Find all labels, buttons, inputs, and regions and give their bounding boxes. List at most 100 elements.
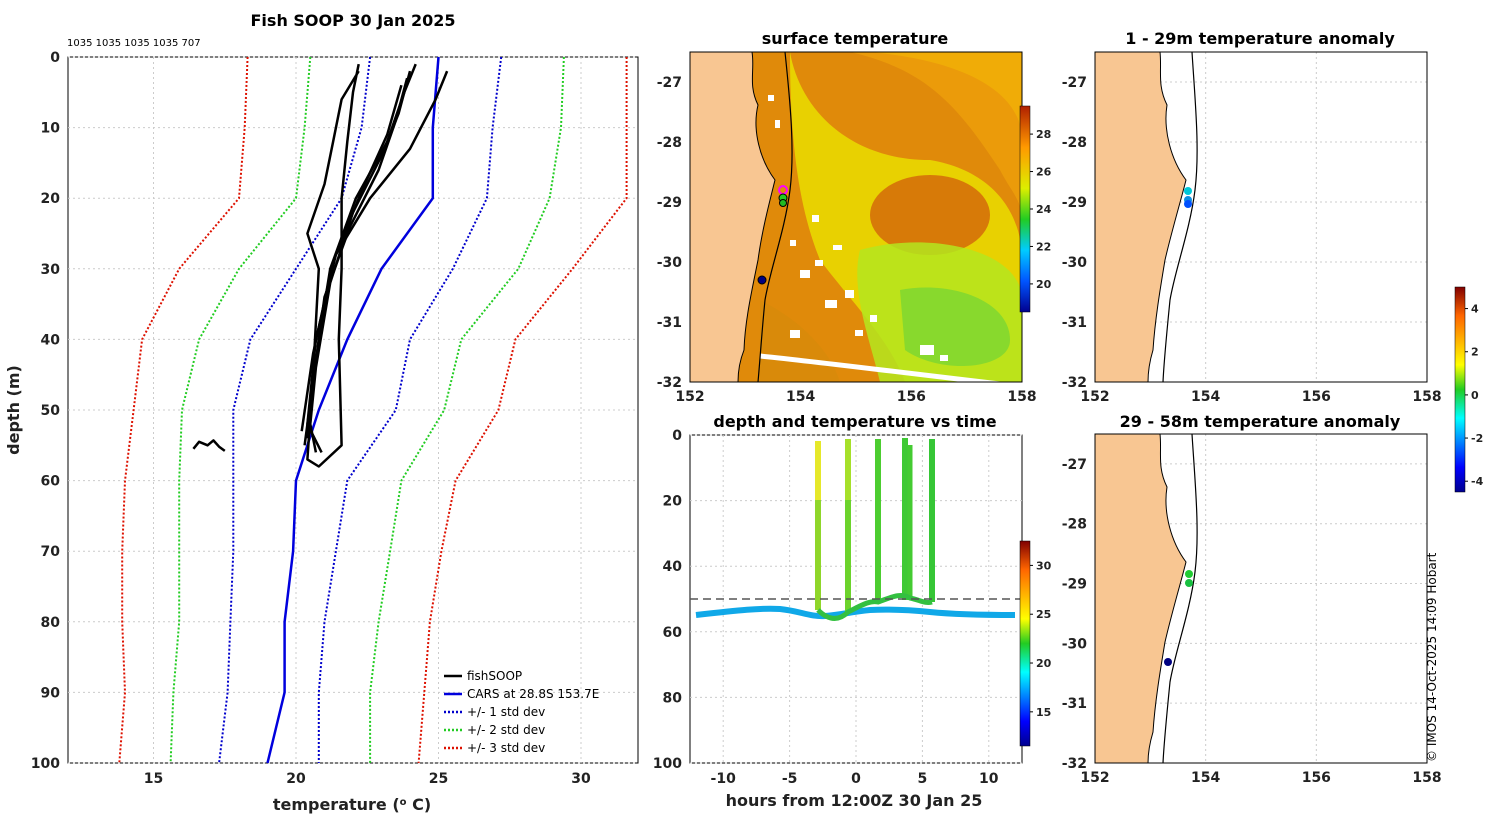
sst-cloud-band (759, 353, 1001, 382)
map-xtick-label: 158 (1007, 389, 1036, 405)
colorbar-tick-label: 28 (1036, 128, 1051, 141)
profile-xtick-label: 30 (571, 771, 591, 787)
time-xtick-label: 0 (851, 771, 861, 787)
colorbar-tick-label: 15 (1036, 706, 1051, 719)
anomaly-shallow-isobath (1162, 52, 1198, 382)
colorbar-tick-label: 0 (1471, 389, 1479, 402)
profile-panel: Fish SOOP 30 Jan 2025 1035 1035 1035 103… (4, 11, 639, 814)
cars-line (266, 56, 440, 764)
anomaly-shallow-ticks: 152 154 156 158 -27 -28 -29 -30 -31 -32 (1062, 75, 1442, 405)
profile-ytick-label: 80 (41, 615, 61, 631)
sst-station-marker (757, 275, 767, 285)
profile-yticks: 0 10 20 30 40 50 60 70 80 90 100 (31, 50, 60, 772)
fishsoop-profile-line (300, 84, 403, 432)
time-data (690, 438, 1022, 621)
legend-label-std2: +/- 2 std dev (467, 723, 545, 737)
profile-legend: fishSOOP CARS at 28.8S 153.7E +/- 1 std … (444, 669, 599, 755)
map-xtick-label: 154 (1191, 770, 1220, 786)
time-title: depth and temperature vs time (713, 412, 996, 431)
colorbar-tick-label: 30 (1036, 559, 1052, 572)
anomaly-deep-station (1164, 658, 1172, 666)
sst-station-marker (779, 199, 787, 207)
anomaly-colorbar-ticks: 4 2 0 -2 -4 (1465, 303, 1484, 488)
profile-ytick-label: 90 (41, 685, 61, 701)
time-ytick-label: 40 (663, 559, 683, 575)
map-xtick-label: 156 (1302, 770, 1331, 786)
std3-plus-line (417, 57, 628, 764)
anomaly-deep-panel: 29 - 58m temperature anomaly 152 154 156 15… (1062, 286, 1484, 786)
map-xtick-label: 156 (1302, 389, 1331, 405)
map-xtick-label: 152 (1080, 770, 1109, 786)
time-colorbar (1019, 540, 1031, 747)
map-ytick-label: -27 (657, 75, 682, 91)
map-ytick-label: -27 (1062, 457, 1087, 473)
profile-ytick-label: 0 (50, 50, 60, 66)
profile-grid (68, 56, 638, 764)
fishsoop-profiles (192, 63, 449, 468)
fishsoop-profile-line (306, 70, 449, 453)
map-ytick-label: -29 (657, 195, 682, 211)
profile-xlabel: temperature (o C) (273, 795, 431, 814)
anomaly-deep-station (1185, 579, 1193, 587)
time-xtick-label: -5 (782, 771, 798, 787)
anomaly-deep-map (1095, 434, 1198, 763)
std2-lines (169, 56, 565, 764)
profile-ytick-label: 100 (31, 756, 60, 772)
profile-ytick-label: 40 (41, 332, 61, 348)
map-xtick-label: 158 (1412, 770, 1441, 786)
anomaly-colorbar (1454, 286, 1466, 493)
map-ytick-label: -28 (657, 135, 682, 151)
cars-mean-line (266, 56, 440, 764)
colorbar-tick-label: -4 (1471, 475, 1484, 488)
time-xlabel: hours from 12:00Z 30 Jan 25 (726, 791, 983, 810)
map-ytick-label: -31 (657, 315, 682, 331)
fishsoop-profile-line (192, 439, 226, 452)
profile-xtick-label: 15 (144, 771, 163, 787)
anomaly-deep-title: 29 - 58m temperature anomaly (1120, 412, 1401, 431)
sst-colorbar-ticks: 28 26 24 22 20 (1030, 128, 1052, 291)
map-ytick-label: -28 (1062, 135, 1087, 151)
credit-text: © IMOS 14-Oct-2025 14:09 Hobart (1425, 552, 1439, 762)
profile-xtick-label: 20 (286, 771, 306, 787)
map-ytick-label: -27 (1062, 75, 1087, 91)
legend-label-std1: +/- 1 std dev (467, 705, 545, 719)
time-ytick-label: 0 (672, 428, 682, 444)
colorbar-tick-label: 4 (1471, 303, 1479, 316)
legend-label-std3: +/- 3 std dev (467, 741, 545, 755)
std3-minus-line (118, 56, 249, 764)
colorbar-tick-label: 22 (1036, 240, 1051, 253)
map-ytick-label: -31 (1062, 315, 1087, 331)
profile-ytick-label: 30 (41, 262, 61, 278)
map-xtick-label: 152 (675, 389, 704, 405)
map-xtick-label: 154 (1191, 389, 1220, 405)
colorbar-tick-label: 20 (1036, 657, 1052, 670)
map-ytick-label: -28 (1062, 517, 1087, 533)
anomaly-deep-isobath (1162, 434, 1198, 763)
time-ytick-label: 20 (663, 494, 683, 510)
profile-xticks: 15 20 25 30 (144, 771, 591, 787)
std2-plus-line (369, 56, 565, 763)
profile-ylabel: depth (m) (4, 365, 23, 455)
legend-label-fishsoop: fishSOOP (467, 669, 522, 683)
map-ytick-label: -32 (1062, 375, 1087, 391)
sst-eddy (870, 175, 990, 255)
map-ytick-label: -32 (1062, 756, 1087, 772)
sst-panel: surface temperature (657, 29, 1052, 405)
profile-ytick-label: 70 (41, 544, 61, 560)
anomaly-deep-ticks: 152 154 156 158 -27 -28 -29 -30 -31 -32 (1062, 457, 1442, 786)
map-xtick-label: 158 (1412, 389, 1441, 405)
time-grid (690, 434, 1022, 764)
anomaly-shallow-station (1184, 200, 1192, 208)
map-xtick-label: 156 (897, 389, 926, 405)
sst-title: surface temperature (762, 29, 949, 48)
sst-colorbar (1019, 105, 1031, 313)
anomaly-shallow-station (1184, 187, 1192, 195)
time-colorbar-ticks: 30 25 20 15 (1030, 559, 1052, 719)
fishsoop-profile-line (306, 63, 360, 468)
profile-xtick-label: 25 (429, 771, 448, 787)
colorbar-tick-label: 26 (1036, 166, 1052, 179)
std2-minus-line (169, 56, 312, 764)
sst-ticks: 152 154 156 158 -27 -28 -29 -30 -31 -32 (657, 75, 1037, 405)
time-xtick-label: 10 (979, 771, 999, 787)
